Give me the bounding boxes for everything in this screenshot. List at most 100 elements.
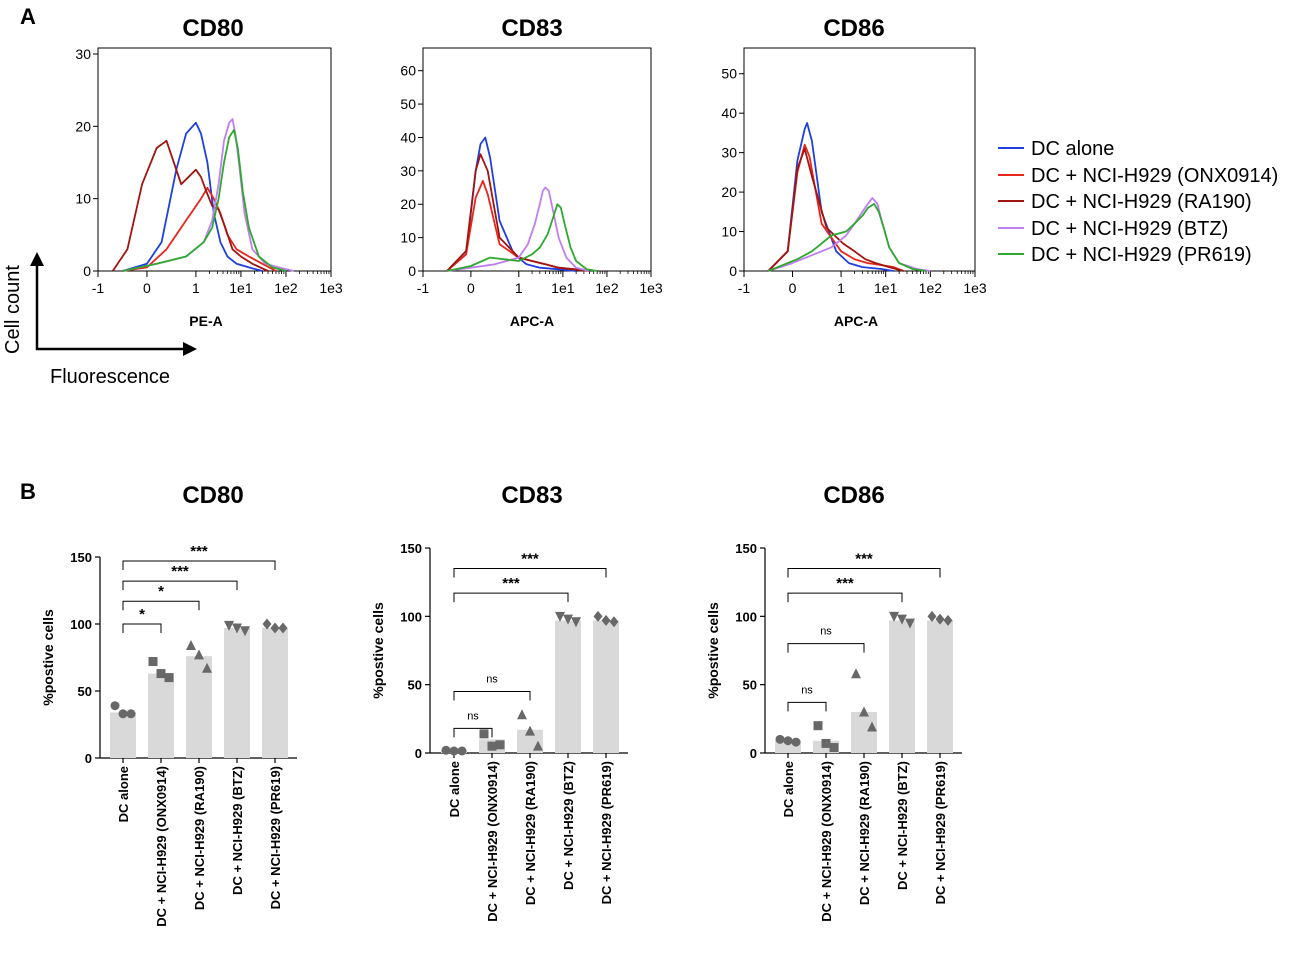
x-arrow-head <box>183 342 197 356</box>
plot-frame <box>743 47 976 272</box>
replicate-marker <box>927 610 937 622</box>
barchart-cd83: 0 50 100 150 %postive cells DC alone DC + NCI-… <box>370 541 628 922</box>
y-tick-label: 150 <box>735 541 757 556</box>
replicate-marker <box>791 737 801 747</box>
bar <box>110 712 136 758</box>
replicate-marker <box>897 614 907 625</box>
legend-label-btz: DC + NCI-H929 (BTZ) <box>1031 218 1228 240</box>
histogram-series-line <box>122 186 277 272</box>
y-tick-label: 30 <box>75 46 91 62</box>
hist-title-cd83: CD83 <box>501 15 562 42</box>
significance-bracket <box>787 592 903 603</box>
significance-bracket <box>453 568 607 578</box>
significance-label: ns <box>486 674 498 686</box>
y-tick-label: 0 <box>83 263 91 279</box>
x-tick-label: 1e2 <box>919 280 943 296</box>
x-hint-label: Fluorescence <box>50 366 170 388</box>
bar <box>889 620 915 753</box>
replicate-marker <box>533 740 543 751</box>
replicate-marker <box>517 709 527 720</box>
significance-bracket <box>787 643 865 653</box>
legend: DC alone DC + NCI-H929 (ONX0914) DC + NC… <box>998 138 1278 266</box>
y-tick-label: 10 <box>75 191 91 207</box>
barchart-cd86: 0 50 100 150 %postive cells DC alone DC + NCI-… <box>705 541 962 922</box>
replicate-marker <box>571 617 581 628</box>
replicate-marker <box>943 614 953 626</box>
significance-label: ns <box>820 626 832 638</box>
significance-bracket <box>453 592 569 603</box>
x-tick-label: -1 <box>417 280 430 296</box>
histogram-series-line <box>446 186 590 272</box>
replicate-marker <box>240 626 250 637</box>
bar <box>593 620 619 753</box>
x-tick-label: 1e3 <box>319 280 343 296</box>
category-label: DC + NCI-H929 (RA190) <box>523 761 538 905</box>
category-label: DC + NCI-H929 (ONX0914) <box>819 761 834 922</box>
y-tick-label: 50 <box>400 96 416 112</box>
plot-frame <box>97 47 332 272</box>
category-label: DC + NCI-H929 (BTZ) <box>230 766 245 895</box>
y-tick-label: 50 <box>721 66 737 82</box>
bar <box>927 620 953 753</box>
x-tick-label: 1 <box>192 280 200 296</box>
y-tick-label: 60 <box>400 63 416 79</box>
significance-bracket <box>122 560 276 571</box>
category-label: DC + NCI-H929 (PR619) <box>599 761 614 904</box>
replicate-marker <box>479 729 489 739</box>
bar-title-cd83: CD83 <box>501 482 562 509</box>
histogram-series-line <box>446 203 598 272</box>
replicate-marker <box>775 734 785 744</box>
y-tick-label: 50 <box>743 678 757 693</box>
y-tick-label: 100 <box>735 609 757 624</box>
replicate-marker <box>525 725 535 736</box>
histogram-series-line <box>111 139 269 272</box>
y-tick-label: 150 <box>70 550 92 565</box>
category-label: DC + NCI-H929 (ONX0914) <box>154 766 169 927</box>
legend-label-pr619: DC + NCI-H929 (PR619) <box>1031 244 1252 266</box>
significance-label: *** <box>502 575 520 592</box>
significance-bracket <box>787 568 941 578</box>
category-label: DC + NCI-H929 (PR619) <box>933 761 948 904</box>
replicate-marker <box>278 622 288 634</box>
replicate-marker <box>449 746 459 756</box>
significance-bracket <box>453 691 531 701</box>
replicate-marker <box>829 743 839 753</box>
legend-label-ra190: DC + NCI-H929 (RA190) <box>1031 191 1252 213</box>
histogram-series-line <box>122 121 263 272</box>
y-tick-label: 30 <box>400 163 416 179</box>
y-tick-label: 20 <box>721 184 737 200</box>
y-tick-label: 10 <box>400 230 416 246</box>
replicate-marker <box>457 746 467 756</box>
bar <box>224 628 250 758</box>
y-tick-label: 100 <box>70 617 92 632</box>
replicate-marker <box>495 740 505 750</box>
replicate-marker <box>851 668 861 679</box>
significance-label: ns <box>801 684 813 696</box>
significance-bracket <box>122 580 238 591</box>
x-tick-label: 1 <box>515 280 523 296</box>
bar-title-cd80: CD80 <box>182 482 243 509</box>
x-tick-label: 1 <box>837 280 845 296</box>
x-tick-label: 1e1 <box>229 280 253 296</box>
category-label: DC alone <box>447 761 462 817</box>
hist-xlabel-cd83: APC-A <box>510 313 554 329</box>
significance-bracket <box>453 727 493 738</box>
hist-xlabel-cd86: APC-A <box>834 313 878 329</box>
y-tick-label: 100 <box>400 609 422 624</box>
legend-label-dc-alone: DC alone <box>1031 138 1114 160</box>
histogram-series-line <box>122 128 287 272</box>
y-axis-label: %postive cells <box>705 602 721 699</box>
replicate-marker <box>186 639 196 650</box>
category-label: DC + NCI-H929 (RA190) <box>192 766 207 910</box>
y-hint-label: Cell count <box>2 265 24 354</box>
replicate-marker <box>867 721 877 732</box>
y-tick-label: 0 <box>408 263 416 279</box>
significance-label: * <box>139 606 145 623</box>
histogram-series-line <box>767 202 927 272</box>
significance-label: *** <box>855 551 873 568</box>
replicate-marker <box>783 736 793 746</box>
